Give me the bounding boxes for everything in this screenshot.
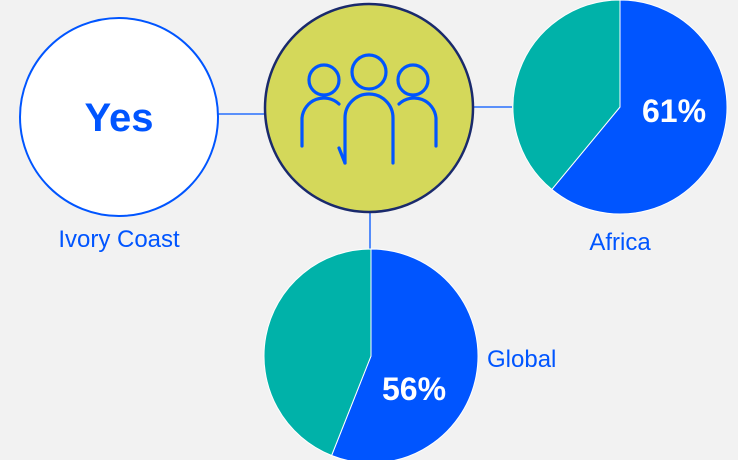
ivory-coast-circle (19, 17, 219, 217)
ivory-coast-value: Yes (85, 96, 154, 140)
global-value: 56% (382, 371, 446, 407)
hub-circle (263, 2, 475, 214)
africa-pie (512, 0, 728, 215)
africa-label: Africa (589, 229, 651, 256)
global-pie-slice-0 (330, 248, 479, 460)
global-label: Global (487, 346, 556, 373)
people-group-icon (300, 53, 438, 165)
ivory-coast-label: Ivory Coast (58, 226, 180, 253)
global-pie (263, 248, 479, 460)
africa-pie-slice-1 (512, 0, 621, 191)
global-pie-slice-1 (263, 248, 372, 457)
africa-pie-slice-0 (551, 0, 728, 215)
africa-value: 61% (642, 93, 706, 129)
